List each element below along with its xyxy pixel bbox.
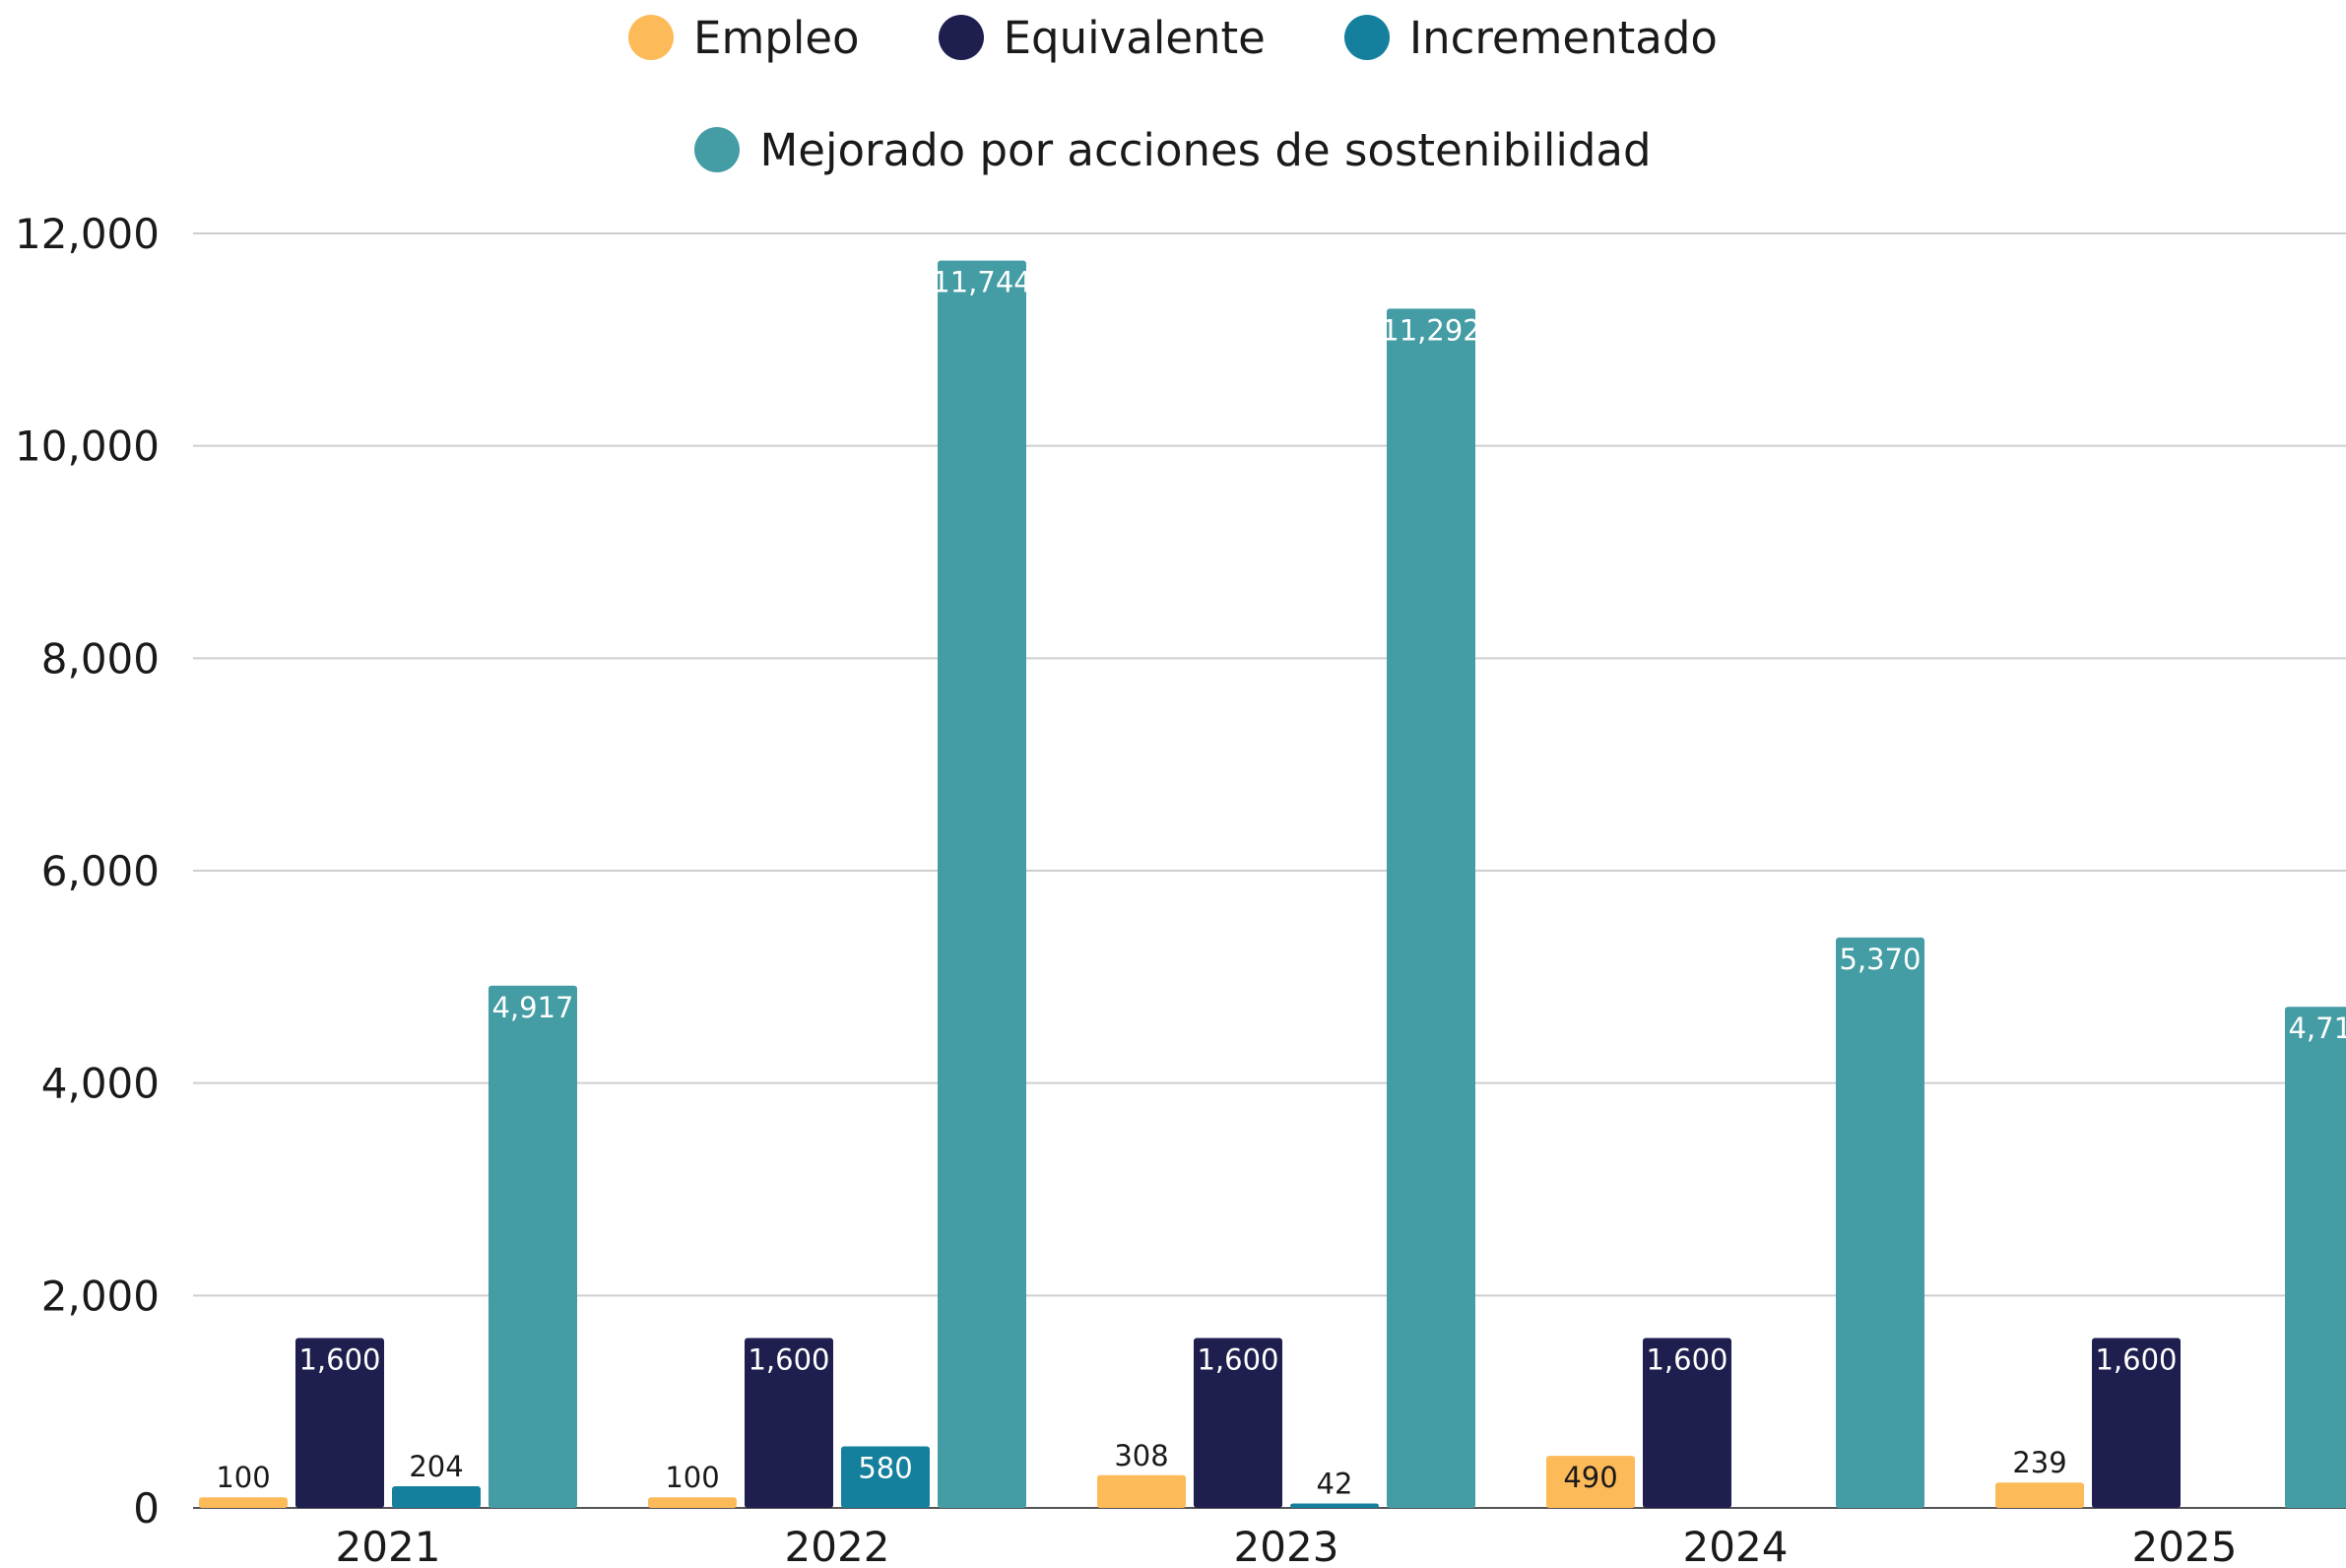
legend-item: Empleo — [628, 12, 860, 64]
bar — [1387, 308, 1475, 1509]
y-tick-label: 4,000 — [41, 1060, 160, 1108]
bar — [1546, 1456, 1635, 1508]
legend-label: Incrementado — [1408, 11, 1718, 64]
data-label: 4,718 — [2288, 1012, 2346, 1045]
data-label: 5,370 — [1839, 943, 1921, 976]
bar — [1836, 937, 1924, 1508]
bar — [489, 985, 577, 1508]
legend-row-2: Mejorado por acciones de sostenibilidad — [0, 120, 2346, 179]
y-tick-label: 2,000 — [41, 1272, 160, 1320]
legend-swatch — [694, 127, 741, 172]
bar — [392, 1486, 481, 1508]
bar — [745, 1338, 833, 1508]
bar — [1643, 1338, 1731, 1508]
bar — [1097, 1474, 1186, 1508]
x-tick-label: 2024 — [1683, 1523, 1789, 1568]
legend-label: Mejorado por acciones de sostenibilidad — [759, 123, 1652, 176]
bar — [199, 1497, 288, 1508]
legend-item: Mejorado por acciones de sostenibilidad — [694, 123, 1652, 176]
bar — [938, 260, 1026, 1508]
data-label: 1,600 — [1197, 1342, 1278, 1376]
legend-label: Empleo — [693, 11, 860, 64]
data-label: 1,600 — [298, 1342, 380, 1376]
legend-swatch — [1343, 15, 1390, 60]
legend-item: Equivalente — [938, 11, 1266, 64]
bar — [648, 1497, 737, 1508]
data-label: 11,292 — [1381, 313, 1480, 347]
y-tick-label: 10,000 — [15, 423, 160, 471]
x-tick-label: 2023 — [1234, 1523, 1339, 1568]
bar — [295, 1338, 384, 1508]
data-label: 100 — [665, 1461, 719, 1494]
data-label: 1,600 — [748, 1342, 829, 1376]
data-label: 100 — [216, 1461, 270, 1494]
data-label: 239 — [2012, 1446, 2066, 1479]
bar — [1290, 1503, 1379, 1508]
y-tick-label: 0 — [133, 1484, 160, 1533]
y-tick-label: 12,000 — [15, 210, 160, 258]
legend-label: Equivalente — [1003, 11, 1266, 64]
x-tick-label: 2021 — [336, 1523, 441, 1568]
x-tick-label: 2025 — [2132, 1523, 2238, 1568]
y-tick-label: 6,000 — [41, 847, 160, 895]
data-label: 11,744 — [932, 266, 1031, 299]
legend-swatch — [938, 15, 984, 60]
data-label: 1,600 — [2095, 1342, 2177, 1376]
bar — [2285, 1007, 2346, 1508]
data-label: 580 — [858, 1451, 912, 1484]
bar — [1194, 1338, 1282, 1508]
data-label: 204 — [409, 1450, 463, 1483]
data-label: 4,917 — [491, 991, 573, 1024]
data-label: 42 — [1317, 1467, 1353, 1500]
bar — [2092, 1338, 2181, 1508]
x-tick-label: 2022 — [785, 1523, 890, 1568]
data-label: 1,600 — [1646, 1342, 1727, 1376]
y-tick-label: 8,000 — [41, 634, 160, 683]
legend-swatch — [628, 15, 675, 60]
data-label: 308 — [1114, 1439, 1168, 1472]
bar — [1995, 1482, 2084, 1508]
legend-row-1: Empleo Equivalente Incrementado — [0, 8, 2346, 67]
data-label: 490 — [1563, 1461, 1617, 1494]
legend-item: Incrementado — [1343, 11, 1718, 64]
bar — [841, 1446, 930, 1508]
